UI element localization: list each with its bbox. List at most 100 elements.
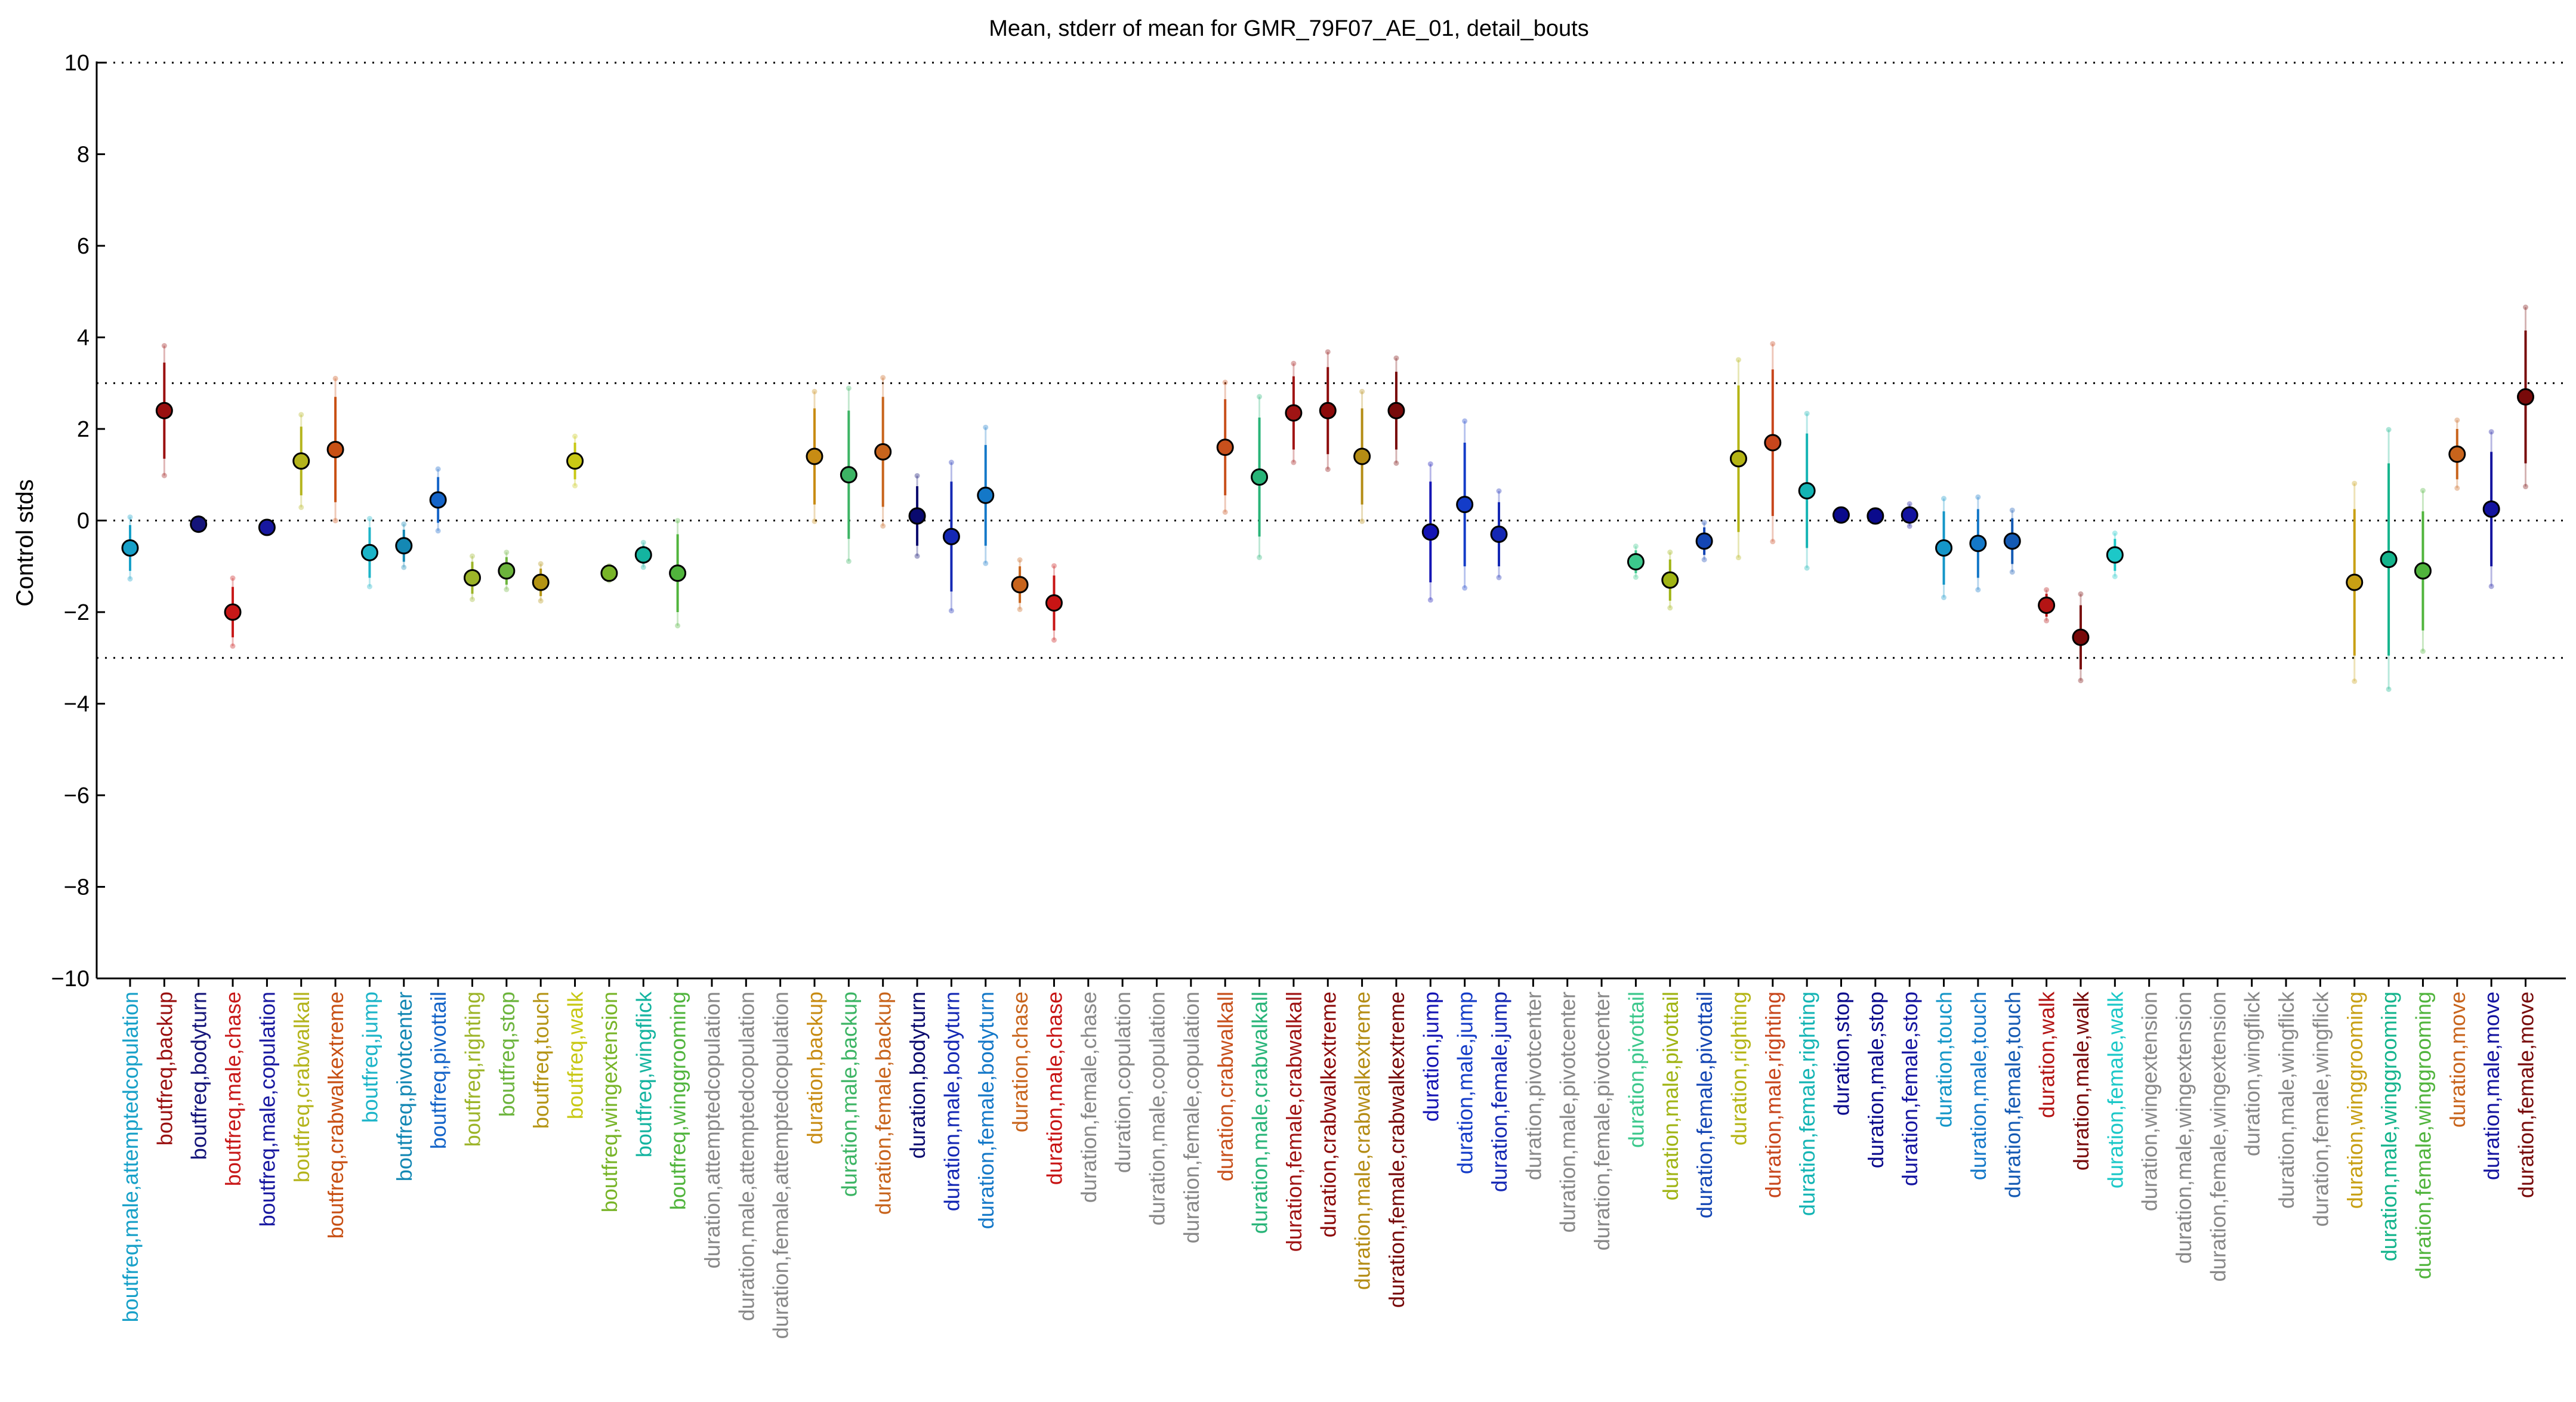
error-bar-end	[572, 483, 578, 489]
data-point	[498, 562, 516, 580]
data-point	[874, 443, 892, 461]
y-tick-label: −10	[51, 966, 90, 992]
error-bar-end	[366, 583, 372, 589]
x-tick-label: duration,winggrooming	[2343, 992, 2367, 1209]
data-point	[1285, 404, 1303, 422]
data-point	[1353, 447, 1371, 465]
x-tick-label: duration,crabwalkextreme	[1316, 992, 1340, 1237]
x-tick-label: duration,female,move	[2514, 992, 2538, 1198]
error-bar-end	[2488, 583, 2494, 589]
x-tick-label: duration,male,pivottail	[1658, 992, 1683, 1200]
x-tick-label: duration,male,backup	[837, 992, 861, 1197]
x-tick-label: duration,female,crabwalkextreme	[1384, 992, 1409, 1308]
data-point	[2414, 562, 2432, 580]
error-bar-end	[1770, 539, 1776, 545]
error-bar-end	[1633, 543, 1639, 549]
error-bar-end	[2009, 507, 2015, 513]
data-point	[1695, 532, 1713, 550]
x-tick-label: duration,male,pivotcenter	[1556, 992, 1580, 1233]
data-point	[942, 527, 960, 545]
error-bar-end	[538, 598, 544, 604]
error-bar-end	[1257, 394, 1263, 400]
x-tick-label: duration,backup	[803, 992, 827, 1144]
data-point	[2380, 551, 2398, 569]
data-point	[1421, 523, 1439, 541]
error-bar-end	[2044, 587, 2050, 593]
error-bar-end	[1051, 563, 1057, 569]
error-bar-end	[2386, 427, 2392, 433]
error-bar-end	[366, 515, 372, 521]
error-bar-end	[2420, 648, 2426, 654]
error-bar-end	[1325, 467, 1331, 473]
y-tick-label: 0	[77, 509, 90, 534]
x-tick-label: duration,crabwalkall	[1213, 992, 1238, 1181]
data-point	[1319, 402, 1337, 419]
error-bar-end	[1906, 501, 1912, 507]
x-tick-label: duration,female,pivotcenter	[1590, 992, 1614, 1250]
error-bar-end	[1257, 554, 1263, 560]
error-bar-end	[230, 643, 236, 649]
data-point	[1867, 507, 1884, 525]
x-tick-label: duration,walk	[2035, 991, 2059, 1118]
error-bar-end	[1735, 357, 1741, 363]
y-tick-label: 10	[64, 51, 90, 76]
data-point	[532, 573, 550, 591]
error-bar-end	[914, 473, 920, 478]
error-bar-end	[2352, 480, 2358, 486]
data-point	[806, 447, 823, 465]
error-bar-end	[1291, 459, 1297, 465]
data-point	[258, 518, 276, 536]
y-tick-label: −8	[64, 875, 90, 900]
error-bar-end	[1975, 587, 1981, 593]
error-bar-end	[1462, 585, 1468, 591]
data-point	[1627, 553, 1645, 571]
error-bar-end	[572, 433, 578, 439]
data-point	[1969, 535, 1987, 552]
error-bar-end	[1975, 494, 1981, 500]
x-tick-label: duration,jump	[1418, 992, 1443, 1122]
error-bar-end	[2454, 485, 2460, 491]
data-point	[1011, 576, 1029, 594]
x-tick-label: duration,male,bodyturn	[939, 992, 964, 1211]
error-bar-end	[812, 518, 817, 524]
x-tick-label: duration,male,move	[2479, 992, 2504, 1180]
y-tick-label: 6	[77, 234, 90, 259]
data-point	[292, 452, 310, 470]
error-bar-end	[504, 549, 510, 555]
data-point	[1798, 482, 1816, 500]
x-tick-label: duration,stop	[1830, 992, 1854, 1116]
x-tick-label: duration,female,crabwalkall	[1282, 992, 1306, 1252]
x-tick-label: duration,male,jump	[1453, 992, 1477, 1174]
error-bar-end	[1496, 575, 1502, 580]
error-bar-end	[470, 553, 475, 559]
data-point	[1456, 496, 1474, 514]
error-bar-end	[538, 561, 544, 567]
error-bar-end	[1017, 557, 1023, 563]
data-point	[634, 546, 652, 564]
data-point	[1045, 594, 1063, 612]
data-point	[977, 486, 995, 504]
error-bar-end	[2078, 678, 2084, 684]
x-tick-label: duration,male,winggrooming	[2377, 992, 2401, 1261]
y-tick-label: 2	[77, 417, 90, 442]
x-tick-label: duration,female,stop	[1898, 992, 1922, 1186]
x-tick-label: duration,bodyturn	[905, 992, 930, 1159]
error-bar-end	[161, 343, 167, 349]
error-bar-end	[127, 576, 133, 582]
data-point	[360, 543, 378, 561]
error-bar-end	[640, 539, 646, 545]
gridlines	[97, 61, 2566, 980]
error-bar-end	[1770, 341, 1776, 347]
x-tick-label: duration,chase	[1008, 992, 1032, 1132]
x-tick-label: duration,female,wingflick	[2308, 991, 2333, 1227]
error-bar-end	[161, 473, 167, 478]
error-bar-end	[230, 575, 236, 581]
error-bar-end	[983, 560, 989, 566]
x-tick-label: duration,female,jump	[1487, 992, 1511, 1192]
x-tick-label: duration,wingflick	[2240, 991, 2265, 1156]
data-point	[464, 569, 481, 586]
data-points	[121, 388, 2534, 646]
error-bar-end	[1393, 460, 1399, 466]
y-tick-label: −4	[64, 692, 90, 717]
